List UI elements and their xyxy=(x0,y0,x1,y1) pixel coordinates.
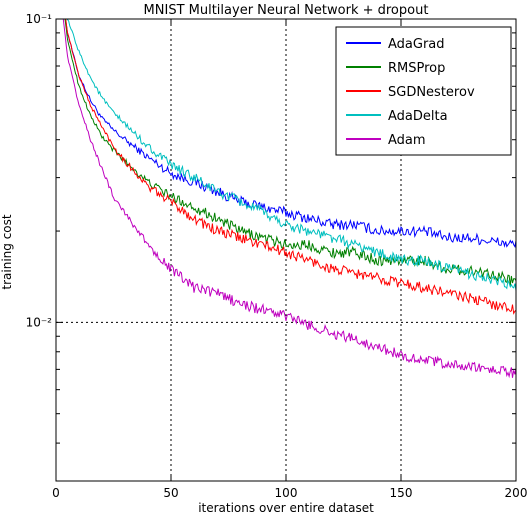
legend: AdaGrad RMSProp SGDNesterov AdaDelta Adam xyxy=(335,26,512,156)
x-axis-title: iterations over entire dataset xyxy=(198,501,374,515)
legend-label: Adam xyxy=(388,133,426,148)
y-tick-label: 10⁻² xyxy=(26,315,53,329)
series-line-sgdnesterov xyxy=(65,19,516,315)
series-line-adagrad xyxy=(65,19,516,249)
series-line-rmsprop xyxy=(64,19,516,286)
x-tick-label: 100 xyxy=(275,486,298,500)
legend-label: RMSProp xyxy=(388,61,445,76)
series-line-adadelta xyxy=(66,19,516,291)
x-tick-label: 0 xyxy=(52,486,60,500)
y-axis-title: training cost xyxy=(0,214,14,289)
x-tick-label: 200 xyxy=(505,486,528,500)
legend-label: AdaDelta xyxy=(388,109,448,124)
y-tick-label: 10⁻¹ xyxy=(26,12,53,26)
x-tick-label: 150 xyxy=(390,486,413,500)
axis-ticks: 0 50 100 150 200 10⁻² 10⁻¹ xyxy=(26,12,528,500)
x-tick-label: 50 xyxy=(163,486,178,500)
legend-label: AdaGrad xyxy=(388,37,445,52)
series-lines xyxy=(62,19,516,379)
series-line-adam xyxy=(62,19,516,379)
legend-label: SGDNesterov xyxy=(388,85,475,100)
chart-title: MNIST Multilayer Neural Network + dropou… xyxy=(144,3,429,18)
